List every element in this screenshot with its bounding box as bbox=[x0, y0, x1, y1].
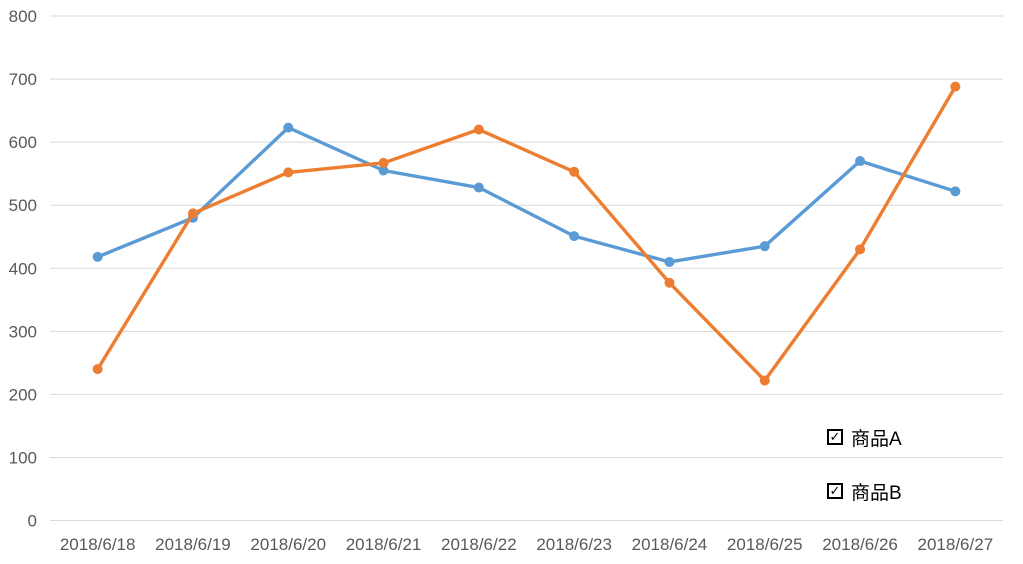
x-tick-label: 2018/6/18 bbox=[60, 535, 136, 554]
data-point-marker bbox=[855, 244, 866, 255]
x-tick-label: 2018/6/22 bbox=[441, 535, 517, 554]
x-tick-label: 2018/6/23 bbox=[536, 535, 612, 554]
checkbox-checked-icon[interactable]: ✓ bbox=[827, 429, 843, 445]
x-tick-label: 2018/6/25 bbox=[727, 535, 803, 554]
y-tick-label: 600 bbox=[9, 133, 37, 152]
data-point-marker bbox=[950, 186, 961, 197]
x-tick-label: 2018/6/19 bbox=[155, 535, 231, 554]
data-point-marker bbox=[283, 122, 294, 133]
data-point-marker bbox=[473, 182, 484, 193]
data-point-marker bbox=[378, 157, 389, 168]
data-point-marker bbox=[569, 166, 580, 177]
y-tick-label: 400 bbox=[9, 259, 37, 278]
data-point-marker bbox=[473, 124, 484, 135]
data-point-marker bbox=[378, 165, 389, 176]
checkbox-checked-icon[interactable]: ✓ bbox=[827, 483, 843, 499]
y-tick-label: 300 bbox=[9, 322, 37, 341]
legend-item-label: 商品A bbox=[851, 428, 902, 450]
x-tick-label: 2018/6/21 bbox=[346, 535, 422, 554]
check-icon: ✓ bbox=[829, 428, 841, 444]
y-tick-label: 500 bbox=[9, 196, 37, 215]
series-line bbox=[95, 84, 958, 383]
data-point-marker bbox=[569, 231, 580, 242]
x-tick-label: 2018/6/26 bbox=[822, 535, 898, 554]
data-point-marker bbox=[283, 167, 294, 178]
data-point-marker bbox=[664, 256, 675, 267]
check-icon: ✓ bbox=[829, 482, 841, 498]
legend-item-product-b[interactable]: ✓ 商品B bbox=[827, 481, 902, 504]
legend: ✓ 商品A ✓ 商品B bbox=[827, 427, 902, 504]
y-tick-label: 700 bbox=[9, 70, 37, 89]
y-tick-label: 200 bbox=[9, 385, 37, 404]
data-point-marker bbox=[950, 81, 961, 92]
legend-item-label: 商品B bbox=[851, 482, 902, 504]
data-point-marker bbox=[92, 251, 103, 262]
data-point-marker bbox=[759, 375, 770, 386]
x-tick-label: 2018/6/27 bbox=[918, 535, 994, 554]
x-tick-label: 2018/6/24 bbox=[632, 535, 708, 554]
data-point-marker bbox=[187, 208, 198, 219]
data-point-marker bbox=[855, 156, 866, 167]
series-line bbox=[95, 125, 958, 264]
y-tick-label: 800 bbox=[9, 7, 37, 26]
y-tick-label: 100 bbox=[9, 448, 37, 467]
data-point-marker bbox=[664, 277, 675, 288]
data-point-marker bbox=[759, 241, 770, 252]
y-tick-label: 0 bbox=[28, 512, 37, 531]
x-tick-label: 2018/6/20 bbox=[250, 535, 326, 554]
data-point-marker bbox=[92, 364, 103, 375]
legend-item-product-a[interactable]: ✓ 商品A bbox=[827, 427, 902, 450]
